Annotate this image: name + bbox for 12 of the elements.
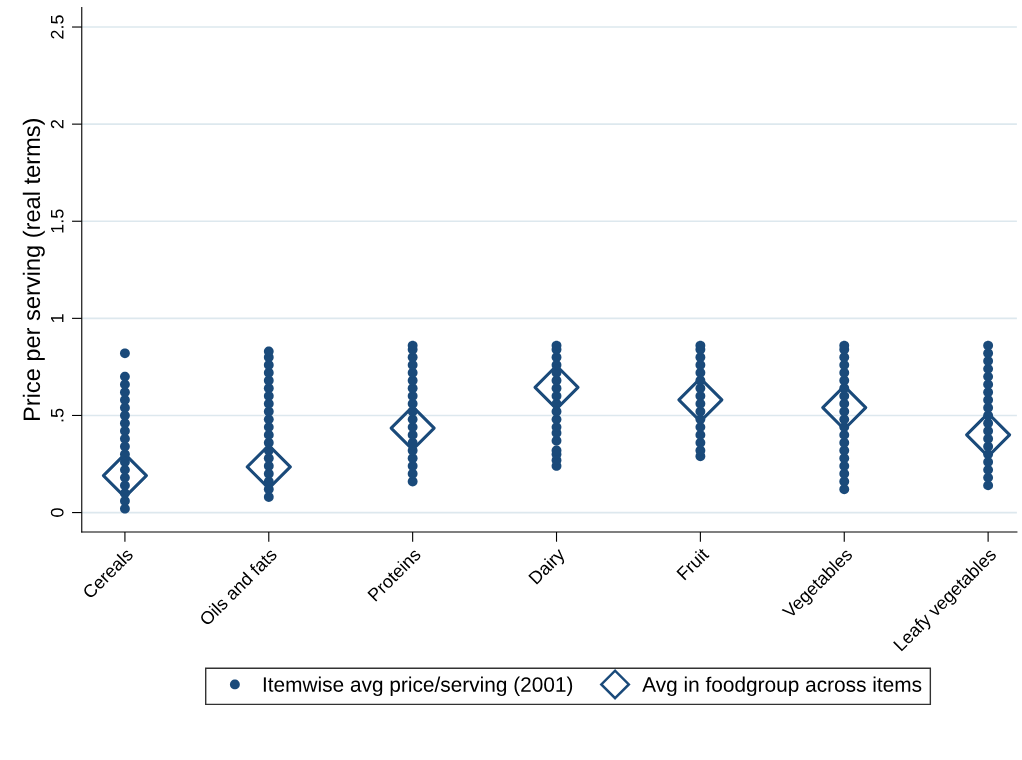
- y-tick-label: 1.5: [51, 209, 64, 233]
- legend-label: Avg in foodgroup across items: [642, 676, 922, 697]
- x-tick-label: Oils and fats: [198, 547, 278, 627]
- legend-label: Itemwise avg price/serving (2001): [263, 676, 573, 697]
- y-tick-label: .5: [51, 408, 64, 422]
- point: [245, 443, 292, 490]
- y-tick-label: 2.5: [50, 15, 64, 39]
- y-tick-label: 2: [50, 120, 64, 129]
- y-tick-label: 1: [51, 314, 64, 322]
- y-axis-title: Price per serving (real terms): [22, 119, 45, 421]
- point: [533, 364, 580, 411]
- y-tick-label: 0: [50, 508, 64, 517]
